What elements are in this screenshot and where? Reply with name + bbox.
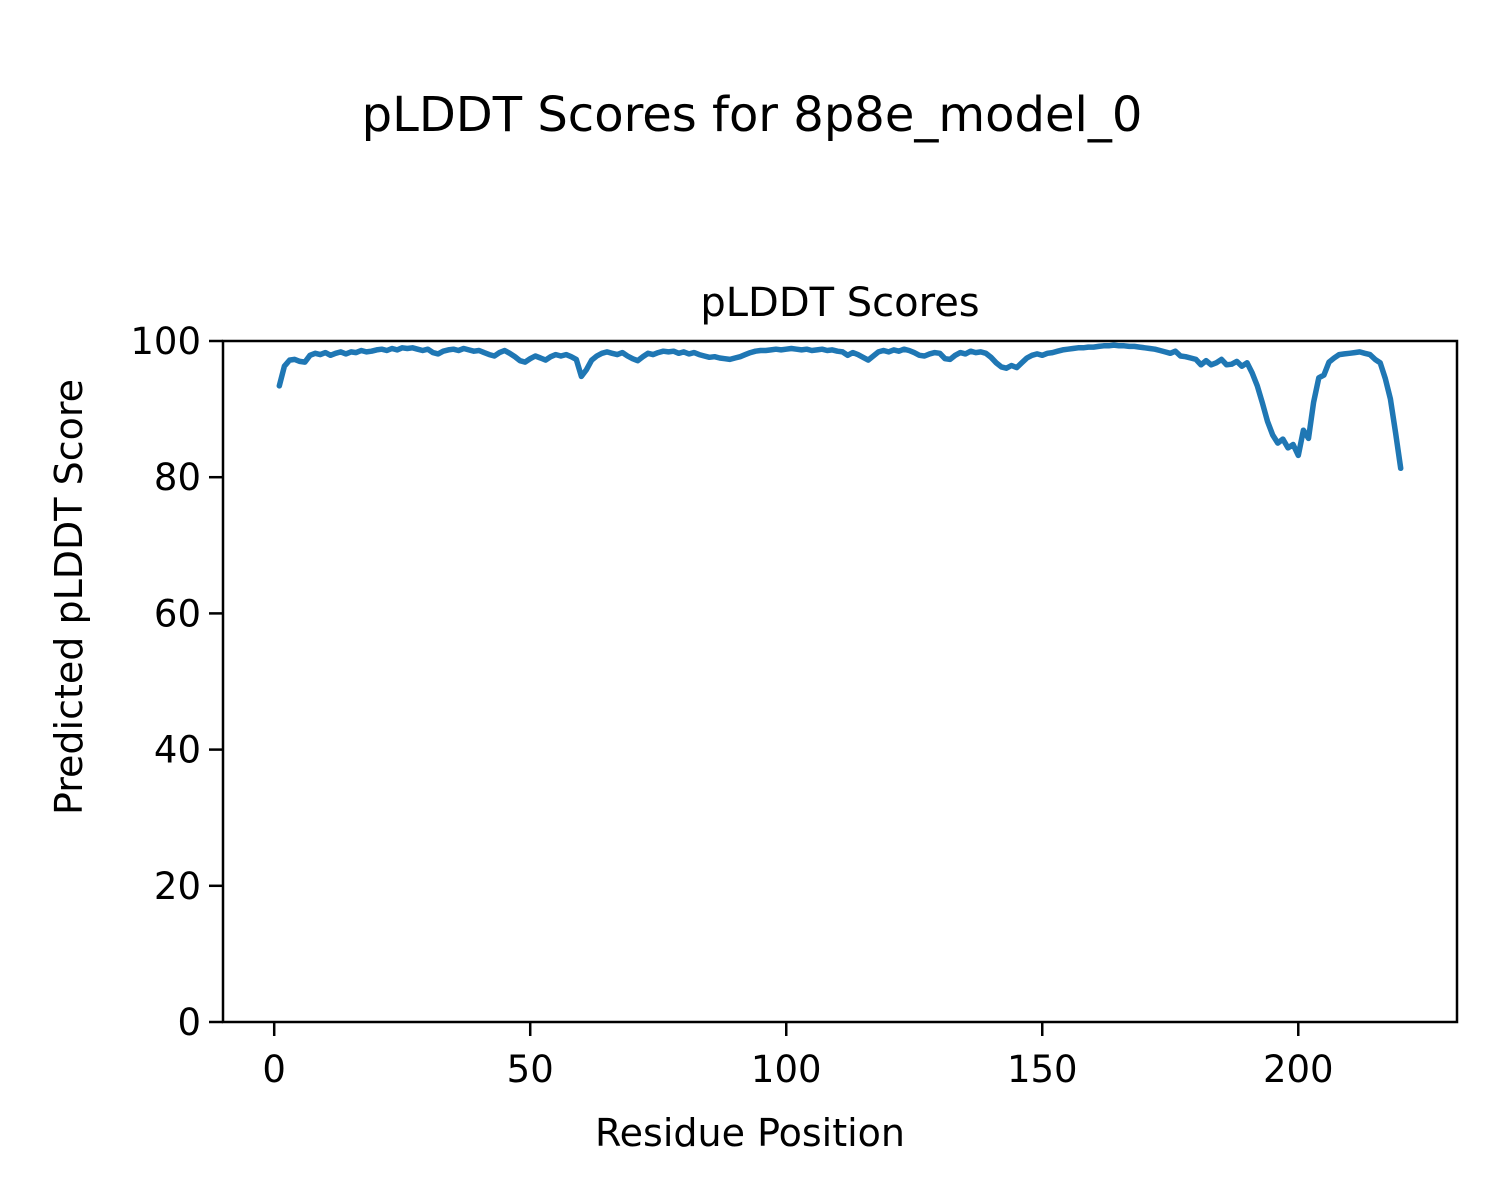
x-tick-label: 150: [1007, 1048, 1078, 1091]
y-tick-label: 40: [154, 729, 201, 772]
y-tick-label: 80: [154, 456, 201, 499]
x-tick-label: 0: [262, 1048, 286, 1091]
y-tick-label: 100: [130, 320, 201, 363]
y-axis-label: Predicted pLDDT Score: [47, 379, 91, 815]
x-tick-label: 100: [751, 1048, 822, 1091]
x-axis-label: Residue Position: [595, 1111, 905, 1155]
x-tick-label: 50: [507, 1048, 554, 1091]
figure-suptitle: pLDDT Scores for 8p8e_model_0: [362, 87, 1143, 143]
x-axis-ticks: 0 50 100 150 200: [262, 1022, 1334, 1091]
y-axis-ticks: 0 20 40 60 80 100: [130, 320, 223, 1044]
y-tick-label: 0: [177, 1001, 201, 1044]
x-tick-label: 200: [1263, 1048, 1334, 1091]
axes-frame: [221, 339, 1459, 1024]
plddt-score-line: [276, 342, 1404, 472]
y-tick-label: 20: [154, 865, 201, 908]
y-tick-label: 60: [154, 592, 201, 635]
axes-title: pLDDT Scores: [700, 280, 979, 326]
